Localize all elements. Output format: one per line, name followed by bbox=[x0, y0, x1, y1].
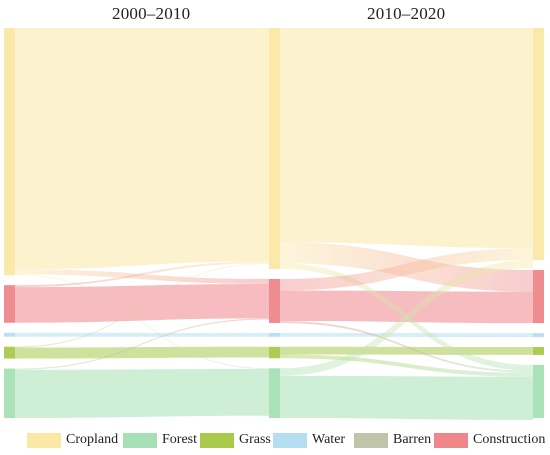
period-label-2000-2010: 2000–2010 bbox=[112, 4, 191, 23]
legend-swatch-forest bbox=[123, 432, 157, 448]
legend-label-barren: Barren bbox=[393, 432, 432, 447]
legend-item-grass: Grass bbox=[200, 428, 271, 452]
node-construction-2020 bbox=[533, 270, 544, 324]
flow-forest-to-construction-period-1 bbox=[15, 318, 269, 370]
legend-item-cropland: Cropland bbox=[27, 428, 118, 452]
legend-swatch-water bbox=[273, 432, 307, 448]
flow-cropland-to-forest-period-1 bbox=[15, 274, 269, 370]
legend: Cropland Forest Grass Water Barren Constructi… bbox=[0, 428, 550, 452]
legend-label-construction: Construction bbox=[473, 432, 546, 447]
flow-cropland-to-cropland-period-2 bbox=[280, 28, 533, 249]
flow-construction-to-forest-period-2 bbox=[280, 321, 533, 373]
flow-forest-to-forest-period-1 bbox=[15, 369, 269, 418]
flow-construction-to-construction-period-2 bbox=[280, 290, 533, 324]
legend-label-cropland: Cropland bbox=[66, 432, 119, 447]
flow-cropland-to-construction-period-1 bbox=[15, 269, 269, 284]
flow-construction-to-cropland-period-2 bbox=[280, 248, 533, 291]
flow-grass-to-grass-period-1 bbox=[15, 346, 269, 359]
flow-forest-to-cropland-period-2 bbox=[280, 260, 533, 376]
node-forest-2020 bbox=[533, 364, 544, 418]
flow-grass-to-grass-period-2 bbox=[280, 346, 533, 355]
legend-swatch-grass bbox=[200, 432, 234, 448]
legend-swatch-construction bbox=[434, 432, 468, 448]
node-construction-2010 bbox=[269, 278, 280, 323]
node-construction-2000 bbox=[4, 285, 15, 323]
node-grass-2010 bbox=[269, 346, 280, 359]
node-cropland-2020 bbox=[533, 28, 544, 261]
legend-item-construction: Construction bbox=[434, 428, 545, 452]
legend-swatch-cropland bbox=[27, 432, 61, 448]
node-water-2000 bbox=[4, 332, 15, 337]
node-forest-2010 bbox=[269, 368, 280, 418]
flow-construction-to-cropland-period-1 bbox=[15, 261, 269, 288]
node-water-2020 bbox=[533, 333, 544, 338]
legend-item-barren: Barren bbox=[354, 428, 431, 452]
node-grass-2020 bbox=[533, 347, 544, 355]
flow-forest-to-forest-period-2 bbox=[280, 375, 533, 420]
node-forest-2000 bbox=[4, 368, 15, 418]
legend-item-water: Water bbox=[273, 428, 345, 452]
flow-cropland-to-cropland-period-1 bbox=[15, 28, 269, 270]
flow-water-to-water-period-2 bbox=[280, 332, 533, 338]
legend-swatch-barren bbox=[354, 432, 388, 448]
flow-construction-to-construction-period-1 bbox=[15, 283, 269, 323]
node-grass-2000 bbox=[4, 346, 15, 359]
legend-label-grass: Grass bbox=[239, 432, 271, 447]
flow-grass-to-cropland-period-1 bbox=[15, 263, 269, 348]
legend-label-water: Water bbox=[312, 432, 346, 447]
legend-item-forest: Forest bbox=[123, 428, 197, 452]
node-cropland-2000 bbox=[4, 28, 15, 276]
legend-label-forest: Forest bbox=[162, 432, 197, 447]
period-label-2010-2020: 2010–2020 bbox=[367, 4, 446, 23]
node-water-2010 bbox=[269, 332, 280, 337]
flow-water-to-water-period-1 bbox=[15, 332, 269, 337]
node-cropland-2010 bbox=[269, 28, 280, 269]
